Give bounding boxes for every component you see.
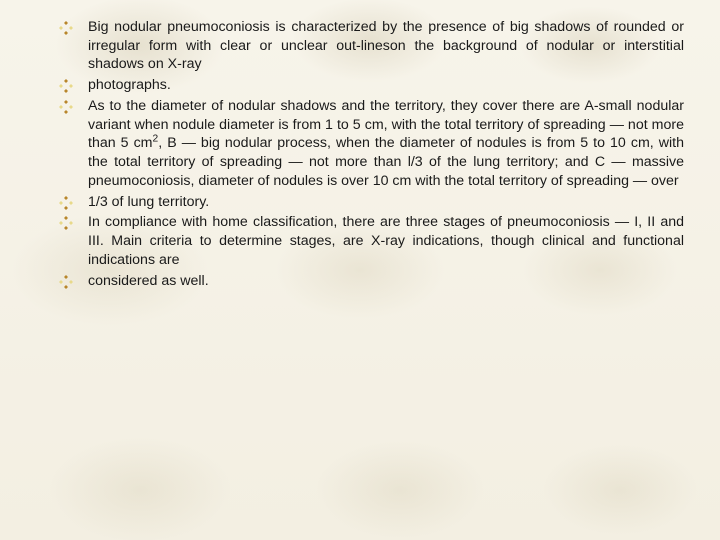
- diamond-cluster-icon: [58, 78, 74, 94]
- list-item-text: considered as well.: [88, 273, 209, 289]
- list-item: 1/3 of lung territory.: [58, 193, 684, 212]
- slide-content: Big nodular pneumoconiosis is characteri…: [0, 0, 720, 310]
- list-item: photographs.: [58, 76, 684, 95]
- diamond-cluster-icon: [58, 215, 74, 231]
- list-item-text: In compliance with home classification, …: [88, 214, 684, 267]
- list-item-text: 1/3 of lung territory.: [88, 194, 209, 210]
- diamond-cluster-icon: [58, 20, 74, 36]
- bullet-list: Big nodular pneumoconiosis is characteri…: [58, 18, 684, 290]
- list-item: As to the diameter of nodular shadows an…: [58, 97, 684, 191]
- list-item: Big nodular pneumoconiosis is characteri…: [58, 18, 684, 74]
- list-item: In compliance with home classification, …: [58, 213, 684, 269]
- diamond-cluster-icon: [58, 99, 74, 115]
- diamond-cluster-icon: [58, 195, 74, 211]
- list-item-text: Big nodular pneumoconiosis is characteri…: [88, 19, 684, 72]
- list-item: considered as well.: [58, 272, 684, 291]
- list-item-text: As to the diameter of nodular shadows an…: [88, 98, 684, 189]
- list-item-text: photographs.: [88, 77, 171, 93]
- diamond-cluster-icon: [58, 274, 74, 290]
